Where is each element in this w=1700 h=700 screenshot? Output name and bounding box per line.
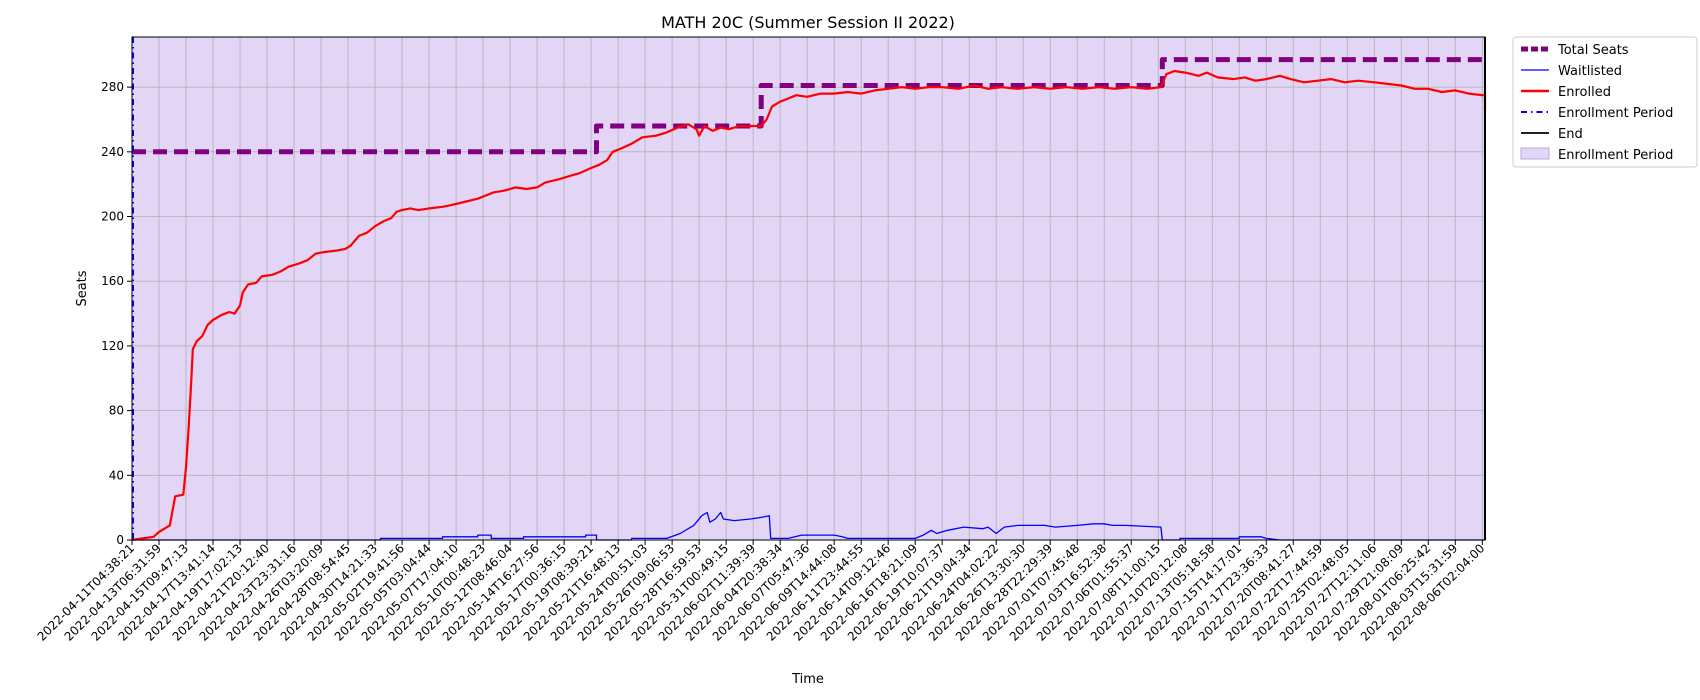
y-tick-label: 240 (101, 145, 124, 159)
legend-label-waitlisted: Waitlisted (1558, 64, 1622, 79)
legend-label-end: End (1558, 127, 1583, 142)
y-axis-title: Seats (75, 270, 90, 306)
legend-label-enrollment-period-line: Enrollment Period (1558, 106, 1673, 121)
y-tick-label: 0 (116, 533, 124, 547)
legend-label-total-seats: Total Seats (1557, 43, 1629, 58)
x-axis: 2022-04-11T04:38:212022-04-13T06:31:5920… (35, 540, 1487, 644)
legend-label-enrolled: Enrolled (1558, 85, 1611, 100)
legend: Total Seats Waitlisted Enrolled Enrollme… (1512, 36, 1698, 168)
legend-entry-total-seats: Total Seats (1521, 43, 1629, 58)
y-axis: 0 40 80 120 160 200 240 280 (101, 80, 132, 547)
enrollment-period-fill (132, 37, 1485, 540)
y-tick-label: 80 (109, 404, 124, 418)
legend-entry-waitlisted: Waitlisted (1521, 64, 1622, 79)
series-enrolled (131, 69, 1487, 542)
legend-entry-enrollment-period-fill: Enrollment Period (1520, 147, 1673, 163)
legend-swatch-enrollment-period-fill (1520, 147, 1550, 160)
legend-label-enrollment-period-fill: Enrollment Period (1558, 148, 1673, 163)
y-tick-label: 160 (101, 274, 124, 288)
grid-lines (131, 37, 1485, 541)
legend-entry-end: End (1521, 127, 1583, 142)
y-tick-label: 200 (101, 210, 124, 224)
legend-box (1512, 36, 1698, 168)
legend-entry-enrollment-period-line: Enrollment Period (1521, 106, 1673, 121)
series-total-seats (132, 57, 1485, 155)
plot-area (131, 36, 1487, 542)
chart-title: MATH 20C (Summer Session II 2022) (661, 13, 955, 32)
y-tick-label: 120 (101, 339, 124, 353)
y-tick-label: 280 (101, 80, 124, 94)
y-tick-label: 40 (109, 468, 124, 482)
plot-frame (131, 36, 1486, 541)
x-axis-title: Time (791, 672, 824, 687)
legend-entry-enrolled: Enrolled (1521, 85, 1611, 100)
series-waitlisted (132, 511, 1485, 541)
